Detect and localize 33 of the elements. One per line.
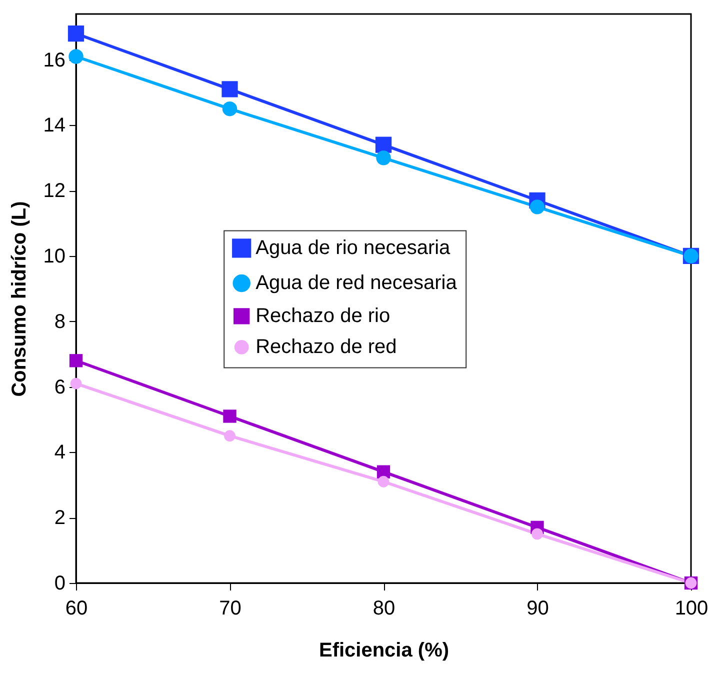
y-tick-label: 4 (54, 442, 66, 464)
point (376, 150, 391, 166)
x-tick-label: 70 (219, 598, 242, 620)
x-tick-label: 80 (372, 598, 396, 620)
x-axis-title: Eficiencia (%) (318, 640, 450, 662)
point (532, 528, 543, 540)
legend-label: Agua de red necesaria (256, 272, 458, 294)
point (223, 410, 236, 423)
y-tick-label: 6 (54, 376, 66, 398)
y-tick-label: 2 (54, 507, 66, 530)
point (222, 101, 238, 116)
legend-label: Rechazo de red (256, 336, 397, 358)
y-axis-title: Consumo hidríco (L) (8, 201, 30, 397)
point (68, 26, 84, 42)
x-tick-label: 60 (65, 598, 88, 620)
point (378, 476, 390, 488)
y-tick-label: 12 (43, 180, 66, 202)
legend-label: Agua de rio necesaria (256, 237, 452, 260)
point (530, 200, 545, 214)
x-tick-label: 90 (526, 598, 549, 620)
point (69, 354, 83, 368)
point (222, 81, 238, 98)
point (375, 136, 392, 153)
y-tick-label: 16 (43, 49, 66, 72)
point (224, 430, 236, 442)
y-tick-label: 14 (43, 114, 66, 137)
legend-label: Rechazo de rio (256, 305, 390, 328)
x-tick-label: 100 (674, 598, 708, 620)
y-tick-label: 0 (54, 572, 66, 594)
point (68, 49, 84, 64)
y-tick-label: 10 (43, 245, 66, 268)
y-tick-label: 8 (54, 310, 66, 333)
point (70, 378, 82, 390)
